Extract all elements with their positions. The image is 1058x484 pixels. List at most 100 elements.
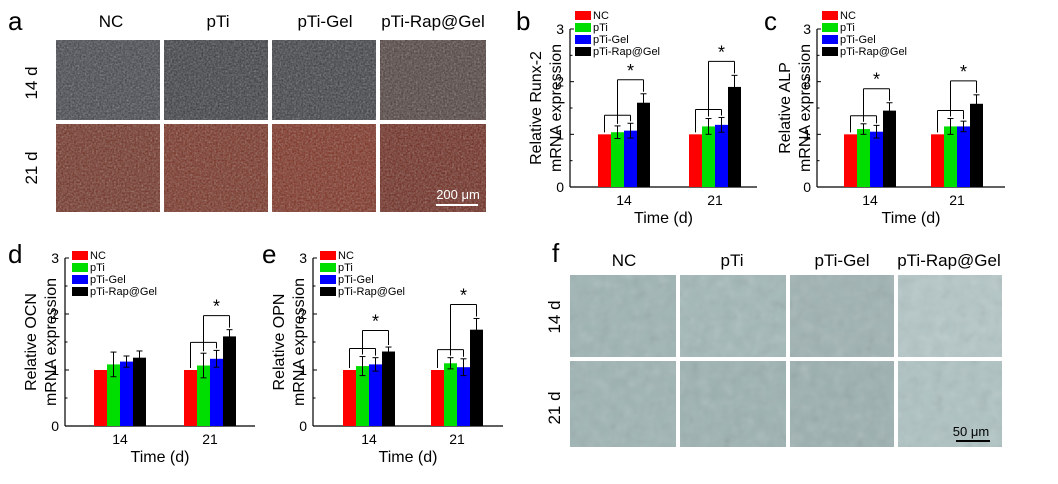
legend-swatch (72, 251, 88, 260)
panel-f-row-21d: 21 d (545, 391, 564, 424)
panel-a-col-pti-gel: pTi-Gel (297, 12, 352, 31)
legend-label: pTi-Gel (338, 274, 374, 286)
bar (470, 329, 483, 426)
legend-label: pTi-Rap@Gel (593, 46, 660, 58)
panel-a-col-nc: NC (99, 12, 124, 31)
x-tick-label: 14 (862, 192, 878, 208)
bar (857, 129, 870, 187)
legend-label: NC (840, 10, 856, 22)
legend-swatch (822, 35, 838, 44)
y-tick-label: 2 (51, 306, 59, 322)
legend-label: pTi-Gel (840, 34, 876, 46)
micrograph-f-14d-pti-gel (790, 275, 894, 357)
y-tick-label: 0 (51, 418, 59, 434)
legend-label: NC (593, 10, 609, 22)
micrograph-f-21d-pti-rap-gel (898, 361, 1002, 447)
bar (624, 130, 637, 187)
legend-swatch (72, 275, 88, 284)
legend-label: pTi-Rap@Gel (338, 286, 405, 298)
legend-swatch (575, 35, 591, 44)
y-tick-label: 1 (51, 362, 59, 378)
y-tick-label: 3 (299, 250, 307, 266)
legend-label: pTi-Rap@Gel (90, 286, 157, 298)
bar (870, 131, 883, 187)
bar (94, 370, 107, 426)
y-tick-label: 3 (51, 250, 59, 266)
bar (120, 361, 133, 426)
panel-letter-c: c (764, 6, 777, 36)
micrograph-a-14d-pti (164, 40, 268, 120)
x-tick-label: 21 (949, 192, 965, 208)
y-tick-label: 1 (299, 362, 307, 378)
chart-alp: 0 1 2 3 Relative ALP mRNA expression 14 21 Time … (777, 10, 1005, 227)
legend-label: pTi-Gel (593, 34, 629, 46)
bar (715, 124, 728, 187)
bar (883, 110, 896, 187)
bar (728, 86, 741, 187)
bar (957, 126, 970, 187)
panel-a-row-21d: 21 d (22, 151, 41, 184)
panel-a-row-14d: 14 d (22, 66, 41, 99)
x-axis-title: Time (d) (131, 449, 190, 466)
y-tick-label: 3 (803, 21, 811, 37)
legend-swatch (575, 47, 591, 56)
legend-swatch (822, 11, 838, 20)
bar (382, 351, 395, 426)
legend-swatch (72, 263, 88, 272)
panel-f-col-nc: NC (612, 251, 637, 270)
panel-a-col-pti: pTi (207, 12, 230, 31)
micrograph-a-21d-nc (56, 124, 160, 212)
bar (197, 365, 210, 426)
y-axis-label-line-1: Relative OCN (23, 293, 40, 391)
micrograph-a-21d-pti-rap-gel (380, 124, 486, 212)
legend-label: pTi (840, 22, 855, 34)
bar (970, 103, 983, 187)
legend-swatch (320, 251, 336, 260)
x-tick-label: 21 (449, 431, 465, 447)
panel-letter-f: f (552, 238, 560, 268)
bar (223, 336, 236, 426)
bar (457, 367, 470, 426)
y-axis-label-line-2: mRNA expression (548, 44, 565, 172)
chart-runx2: 0 1 2 3 Relative Runx-2 mRNA expression 14 21 Ti… (528, 10, 757, 227)
significance-star: * (873, 70, 880, 90)
x-axis-title: Time (d) (882, 210, 941, 227)
micrograph-a-14d-nc (56, 40, 160, 120)
panel-letter-d: d (8, 239, 22, 269)
y-tick-label: 2 (803, 74, 811, 90)
legend-swatch (320, 263, 336, 272)
bar (931, 134, 944, 187)
bar (369, 364, 382, 426)
y-tick-label: 3 (556, 21, 564, 37)
bar (210, 358, 223, 426)
bar (611, 132, 624, 187)
legend-label: pTi (593, 22, 608, 34)
y-tick-label: 0 (299, 418, 307, 434)
panel-f-col-pti-rap-gel: pTi-Rap@Gel (897, 251, 1001, 270)
panel-a: a NC pTi pTi-Gel pTi-Rap@Gel 14 d 21 d (8, 6, 486, 212)
y-axis-label-line-2: mRNA expression (291, 278, 308, 406)
bar (689, 134, 702, 187)
micrograph-a-14d-pti-rap-gel (380, 40, 486, 120)
legend-swatch (575, 23, 591, 32)
x-tick-label: 14 (112, 431, 128, 447)
significance-star: * (460, 285, 467, 305)
panel-letter-e: e (262, 239, 276, 269)
micrograph-a-21d-pti-gel (272, 124, 376, 212)
legend-label: pTi-Gel (90, 274, 126, 286)
bar (107, 364, 120, 426)
panel-f-col-pti: pTi (721, 251, 744, 270)
x-axis-title: Time (d) (379, 449, 438, 466)
x-tick-label: 14 (616, 192, 632, 208)
panel-letter-b: b (516, 6, 530, 36)
panel-f-col-pti-gel: pTi-Gel (814, 251, 869, 270)
legend-label: pTi (338, 262, 353, 274)
legend-swatch (822, 47, 838, 56)
legend-label: NC (338, 250, 354, 262)
micrograph-f-14d-nc (570, 275, 676, 357)
panel-f-scale-label: 50 μm (953, 424, 989, 439)
y-tick-label: 0 (556, 179, 564, 195)
y-axis-label-line-2: mRNA expression (797, 44, 814, 172)
significance-star: * (372, 312, 379, 332)
